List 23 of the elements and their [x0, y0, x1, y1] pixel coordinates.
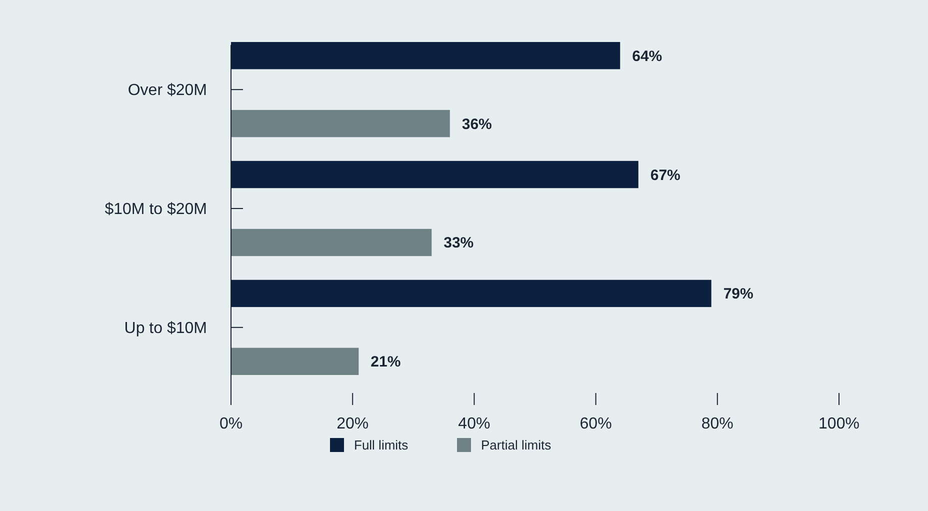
text: 33% — [444, 234, 474, 252]
y-tick-label: $10M to $20M — [104, 201, 207, 218]
y-tick-label: Up to $10M — [124, 320, 207, 338]
x-tick-label: 60% — [580, 416, 612, 433]
x-tick-label: 0% — [219, 416, 243, 433]
bar — [231, 280, 712, 308]
x-tick-label: 40% — [458, 416, 490, 433]
text: 64% — [632, 48, 662, 65]
text: 36% — [462, 116, 492, 133]
bar — [231, 110, 450, 138]
bar — [231, 42, 620, 70]
bar — [231, 348, 359, 375]
x-tick-label: 80% — [701, 416, 734, 433]
text: 67% — [650, 166, 680, 184]
bar — [231, 228, 432, 256]
text: 79% — [723, 286, 754, 303]
legend-label: Partial limits — [481, 438, 552, 453]
text: 21% — [370, 354, 401, 371]
y-tick-label: Over $20M — [128, 82, 207, 100]
x-tick-label: 100% — [818, 416, 860, 433]
x-tick-label: 20% — [336, 416, 369, 433]
bar — [231, 160, 638, 188]
legend-label: Full limits — [354, 438, 409, 453]
